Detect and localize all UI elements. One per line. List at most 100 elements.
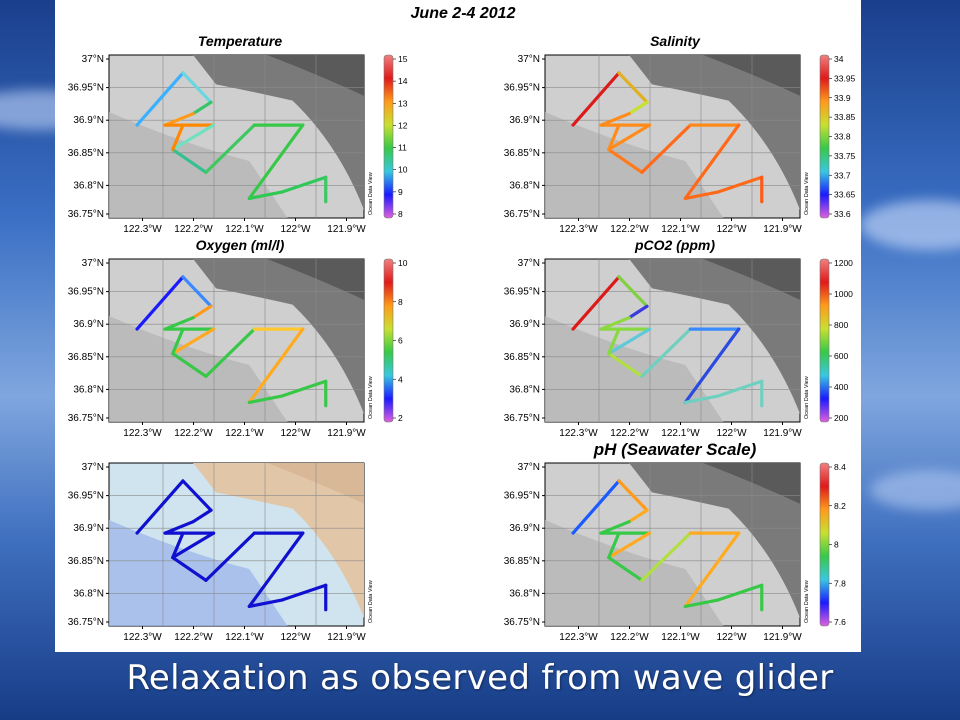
x-tick-label: 122.1°W — [661, 428, 700, 439]
ocean-shading — [109, 112, 288, 218]
track-segment — [171, 123, 216, 152]
y-tick-label: 36.8°N — [509, 180, 540, 191]
x-tick-label: 121.9°W — [763, 428, 802, 439]
x-tick-label: 122.3°W — [123, 428, 162, 439]
track-segment — [607, 327, 652, 356]
track-segment — [247, 190, 284, 201]
x-tick-label: 122.1°W — [225, 632, 264, 643]
track-segment — [163, 112, 195, 127]
track-segment — [640, 531, 692, 582]
ocean-shading — [545, 520, 724, 626]
colorbar-tick-label: 13 — [398, 98, 408, 108]
colorbar-tick-label: 14 — [398, 76, 408, 86]
colorbar-tick-label: 8 — [398, 209, 403, 219]
map-title: pH (Seawater Scale) — [593, 440, 757, 459]
figure-panel: June 2-4 2012 Temperature 37°N 36.95°N 36.9… — [55, 0, 861, 652]
track-segment — [191, 508, 213, 524]
y-tick-label: 36.85°N — [68, 148, 104, 159]
colorbar-tick-label: 8.2 — [834, 501, 846, 511]
x-tick-label: 122°W — [280, 632, 311, 643]
background-streak — [870, 470, 960, 510]
map-panel: Temperature 37°N 36.95°N 36.9°N 36.85°N 36.8°… — [68, 33, 408, 235]
track-segment — [683, 327, 741, 405]
colorbar-tick-label: 33.95 — [834, 73, 856, 83]
track-segment — [607, 351, 644, 378]
y-tick-label: 36.85°N — [68, 556, 104, 567]
land-dark-area — [267, 259, 364, 300]
colorbar-tick-label: 33.6 — [834, 209, 851, 219]
map-panel: pH (Seawater Scale) 37°N 36.95°N 36.9°N 36.8… — [504, 440, 846, 643]
y-tick-label: 36.8°N — [73, 180, 104, 191]
x-tick-label: 122.1°W — [661, 224, 700, 235]
track-segment — [683, 531, 741, 609]
x-tick-label: 122°W — [716, 632, 747, 643]
track-segment — [683, 190, 721, 201]
watermark-text: Ocean Data View — [804, 580, 810, 623]
slide-caption: Relaxation as observed from wave glider — [126, 658, 834, 698]
track-segment — [247, 327, 305, 405]
map-title: Salinity — [650, 33, 701, 49]
x-tick-label: 121.9°W — [327, 632, 366, 643]
y-tick-label: 36.8°N — [509, 384, 540, 395]
land-area — [629, 463, 800, 618]
x-tick-label: 122.3°W — [559, 632, 598, 643]
x-tick-label: 122.2°W — [610, 428, 649, 439]
track-segment — [607, 147, 644, 174]
track-segment — [683, 394, 721, 405]
colorbar-tick-label: 10 — [398, 165, 408, 175]
track-segment — [716, 583, 764, 602]
y-tick-label: 36.75°N — [68, 413, 104, 424]
y-tick-label: 36.95°N — [68, 83, 104, 94]
track-segment — [627, 508, 649, 524]
track-segment — [247, 123, 305, 201]
land-dark-area — [703, 55, 800, 96]
track-segment — [171, 351, 208, 378]
map-title: Temperature — [198, 33, 283, 49]
x-tick-label: 122.3°W — [123, 224, 162, 235]
colorbar-tick-label: 9 — [398, 187, 403, 197]
land-dark-area — [267, 55, 364, 96]
track-segment — [171, 123, 185, 152]
colorbar — [819, 54, 830, 219]
track-segment — [599, 520, 631, 535]
watermark-text: Ocean Data View — [368, 580, 374, 623]
colorbar — [819, 462, 830, 627]
track-segment — [617, 71, 649, 104]
y-tick-label: 36.8°N — [73, 384, 104, 395]
map-title: pCO2 (ppm) — [634, 237, 715, 253]
x-tick-label: 122.2°W — [610, 224, 649, 235]
colorbar-tick-label: 800 — [834, 320, 848, 330]
x-tick-label: 122°W — [716, 224, 747, 235]
colorbar — [819, 258, 830, 423]
y-tick-label: 36.75°N — [504, 413, 540, 424]
x-tick-label: 122.2°W — [174, 632, 213, 643]
x-tick-label: 121.9°W — [327, 224, 366, 235]
watermark-text: Ocean Data View — [804, 376, 810, 419]
colorbar-tick-label: 12 — [398, 120, 408, 130]
track-segment — [683, 598, 721, 609]
land-area — [193, 463, 364, 618]
y-tick-label: 36.8°N — [73, 588, 104, 599]
figure-title: June 2-4 2012 — [411, 5, 516, 22]
track-segment — [280, 583, 328, 602]
watermark-text: Ocean Data View — [368, 376, 374, 419]
x-tick-label: 122°W — [280, 224, 311, 235]
land-dark-area — [703, 259, 800, 300]
track-segment — [640, 123, 692, 174]
y-tick-label: 36.95°N — [504, 491, 540, 502]
colorbar — [383, 54, 394, 219]
track-segment — [607, 531, 621, 560]
land-area — [193, 259, 364, 414]
y-tick-label: 36.75°N — [68, 209, 104, 220]
track-segment — [204, 327, 256, 378]
colorbar-tick-label: 4 — [398, 374, 403, 384]
track-segment — [191, 304, 213, 320]
track-segment — [163, 316, 195, 331]
x-tick-label: 121.9°W — [763, 632, 802, 643]
track-segment — [617, 275, 649, 308]
y-tick-label: 37°N — [518, 54, 540, 65]
ocean-shading — [109, 316, 288, 422]
track-segment — [627, 304, 649, 320]
map-panel: Oxygen (ml/l) 37°N 36.95°N 36.9°N 36.85°N 36.… — [68, 237, 408, 439]
track-segment — [171, 555, 208, 582]
